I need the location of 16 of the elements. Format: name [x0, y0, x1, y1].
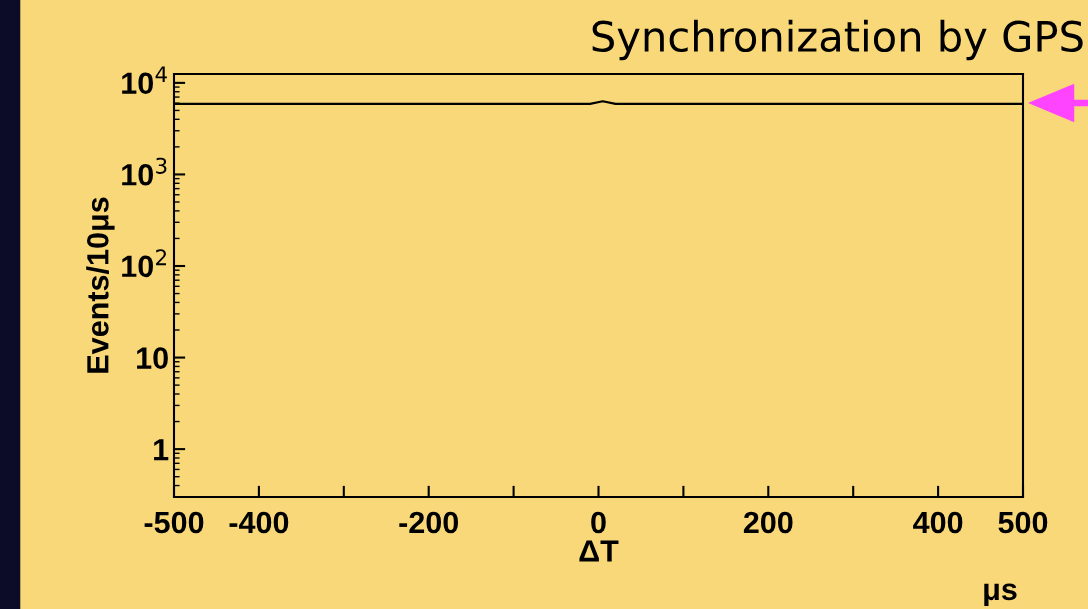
x-tick-label: -400	[229, 511, 289, 534]
y-tick-label: 10	[137, 347, 168, 369]
x-tick-label: 400	[913, 511, 963, 534]
x-tick-label: -200	[399, 511, 459, 534]
y-axis-title: Events/10μs	[86, 197, 115, 373]
y-tick-label: 10$^{4}$	[122, 66, 167, 95]
x-tick-label: 0	[591, 511, 606, 534]
y-tick-label: 10$^{3}$	[122, 157, 167, 186]
x-axis-title: ΔT	[579, 540, 619, 562]
chart-title: Synchronization by GPS	[592, 19, 1083, 61]
text: μs	[984, 583, 1017, 607]
y-tick-label: 10$^{2}$	[122, 249, 166, 278]
x-tick-label: 500	[998, 511, 1048, 534]
y-tick-label: 1	[154, 439, 169, 461]
x-tick-label: -500	[144, 511, 204, 534]
x-tick-label: 200	[743, 511, 793, 534]
